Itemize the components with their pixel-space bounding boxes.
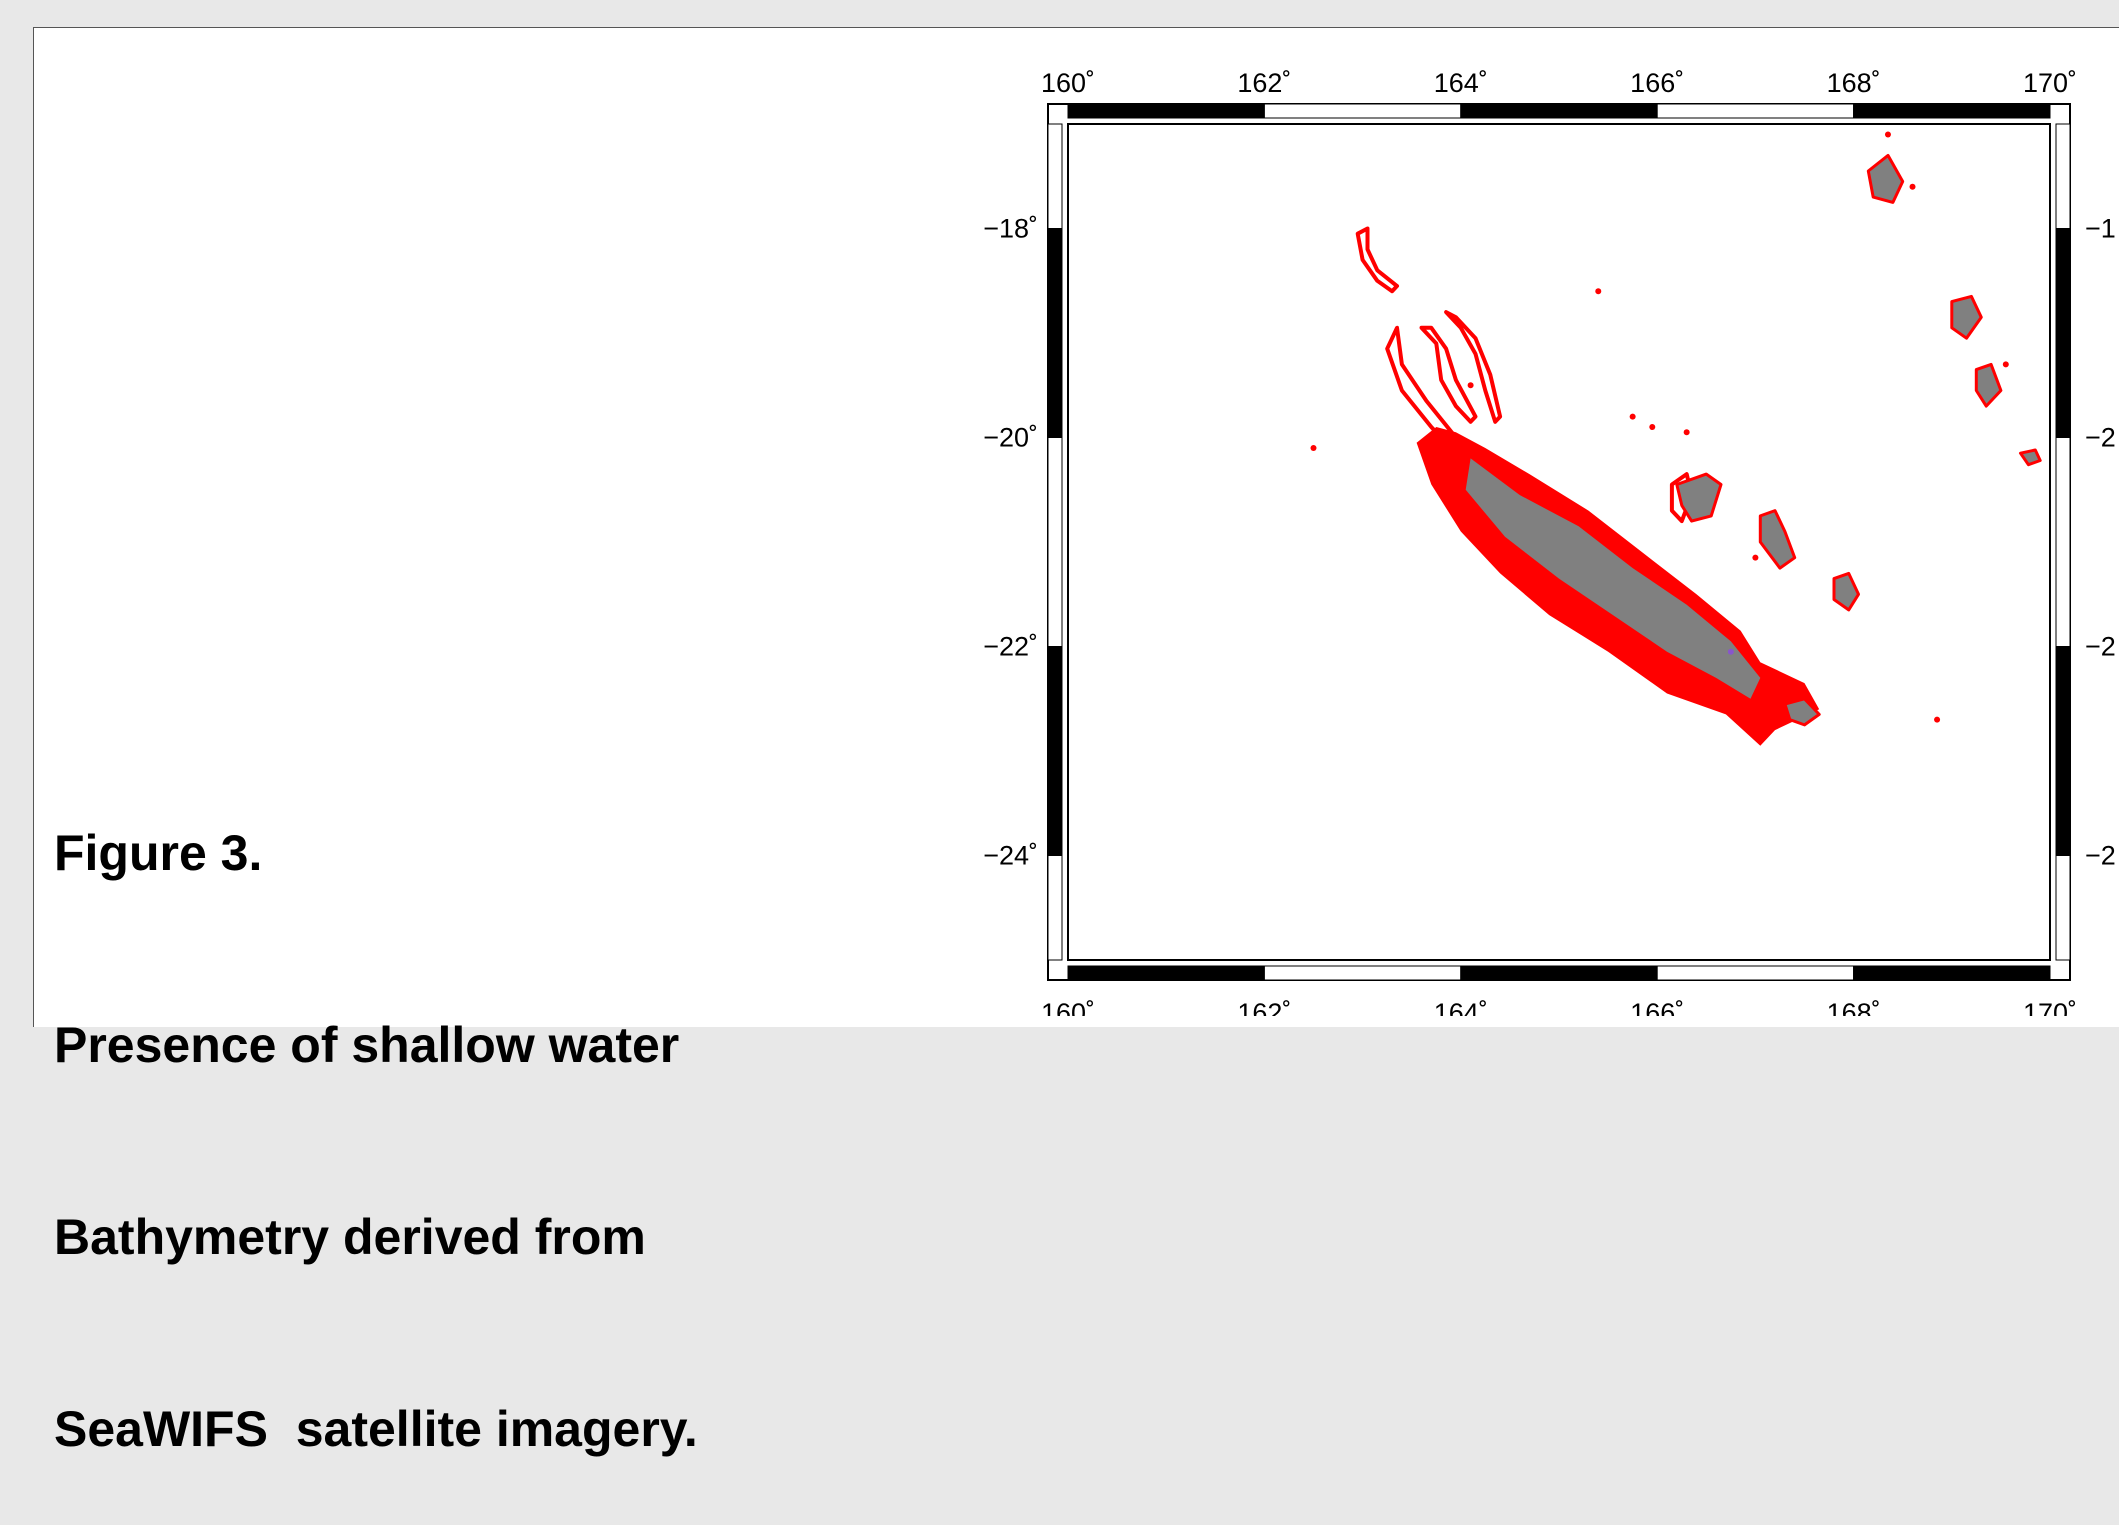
island-vanuatu-tanna: [1974, 362, 2003, 408]
island-vanuatu-erromango: [1950, 294, 1983, 340]
island-isle-of-pines: [1783, 697, 1821, 727]
frame-right-segment: [2055, 646, 2071, 856]
lon-tick-label-top: 162˚: [1237, 68, 1291, 98]
lat-tick-label-left: −18˚: [983, 214, 1038, 244]
caption-line-1: Presence of shallow water: [54, 1017, 680, 1073]
frame-right-segment: [2055, 228, 2071, 438]
bathymetry-map: 160˚ 160˚ 162˚ 162˚ 164˚ 164˚ 166˚ 166˚ 168˚ 168˚…: [983, 68, 2116, 1016]
frame-left-segment: [1047, 855, 1063, 961]
lat-tick-label-right: −2: [2085, 423, 2116, 453]
lon-tick-label-bottom: 170˚: [2023, 998, 2077, 1016]
small-islet: [1649, 424, 1656, 431]
small-islet: [2002, 361, 2009, 368]
caption-line-3: SeaWIFS satellite imagery.: [54, 1401, 698, 1457]
purple-patch: [1727, 648, 1734, 655]
frame-top-segment: [1263, 103, 1462, 119]
lon-tick-label-bottom: 168˚: [1827, 998, 1881, 1016]
frame-top-segment: [1656, 103, 1855, 119]
frame-top-segment: [1067, 103, 1265, 119]
lon-tick-label-bottom: 166˚: [1630, 998, 1684, 1016]
lon-tick-label-top: 160˚: [1041, 68, 1095, 98]
frame-top-segment: [1853, 103, 2051, 119]
lon-tick-label-top: 164˚: [1434, 68, 1488, 98]
small-islet: [1934, 716, 1941, 723]
island-vanuatu-aneityum: [2019, 448, 2042, 467]
small-islet: [1752, 554, 1759, 561]
island-loyalty-lifou: [1758, 509, 1797, 570]
small-islet: [1595, 288, 1602, 295]
lon-tick-label-top: 170˚: [2023, 68, 2077, 98]
frame-left-segment: [1047, 437, 1063, 647]
reef-reef-arc-b: [1419, 325, 1478, 424]
figure-label: Figure 3.: [54, 825, 263, 881]
island-loyalty-mare: [1832, 571, 1860, 612]
map-features: [1310, 131, 2042, 746]
frame-left-segment: [1047, 123, 1063, 229]
frame-bottom-segment: [1263, 965, 1462, 981]
frame-right-segment: [2055, 123, 2071, 229]
map-tick-labels: 160˚ 160˚ 162˚ 162˚ 164˚ 164˚ 166˚ 166˚ 168˚ 168˚…: [983, 68, 2116, 1016]
frame-bottom-segment: [1656, 965, 1855, 981]
reef-north-reef: [1355, 226, 1399, 294]
lat-tick-label-left: −22˚: [983, 632, 1038, 662]
frame-top-segment: [1460, 103, 1658, 119]
lat-tick-label-right: −2: [2085, 841, 2116, 871]
small-islet: [1310, 444, 1317, 451]
frame-bottom-segment: [1460, 965, 1658, 981]
frame-left-segment: [1047, 228, 1063, 438]
lon-tick-label-top: 166˚: [1630, 68, 1684, 98]
small-islet: [1909, 183, 1916, 190]
frame-left-segment: [1047, 646, 1063, 856]
lon-tick-label-bottom: 162˚: [1237, 998, 1291, 1016]
small-islet: [1683, 429, 1690, 436]
small-islet: [1629, 413, 1636, 420]
lon-tick-label-bottom: 160˚: [1041, 998, 1095, 1016]
island-loyalty-ouvea: [1675, 472, 1723, 523]
lat-tick-label-right: −2: [2085, 632, 2116, 662]
reef-reef-arc-a: [1385, 325, 1458, 445]
frame-bottom-segment: [1853, 965, 2051, 981]
lon-tick-label-top: 168˚: [1827, 68, 1881, 98]
lat-tick-label-left: −24˚: [983, 841, 1038, 871]
lat-tick-label-right: −1: [2085, 214, 2116, 244]
reef-reef-arc-c: [1444, 310, 1503, 424]
lat-tick-label-left: −20˚: [983, 423, 1038, 453]
frame-right-segment: [2055, 437, 2071, 647]
frame-right-segment: [2055, 855, 2071, 961]
lon-tick-label-bottom: 164˚: [1434, 998, 1488, 1016]
frame-bottom-segment: [1067, 965, 1265, 981]
small-islet: [1884, 131, 1891, 138]
island-vanuatu-espiritu: [1866, 153, 1905, 204]
small-islet: [1467, 382, 1474, 389]
grande-terre-land: [1465, 458, 1761, 699]
caption-line-2: Bathymetry derived from: [54, 1209, 646, 1265]
